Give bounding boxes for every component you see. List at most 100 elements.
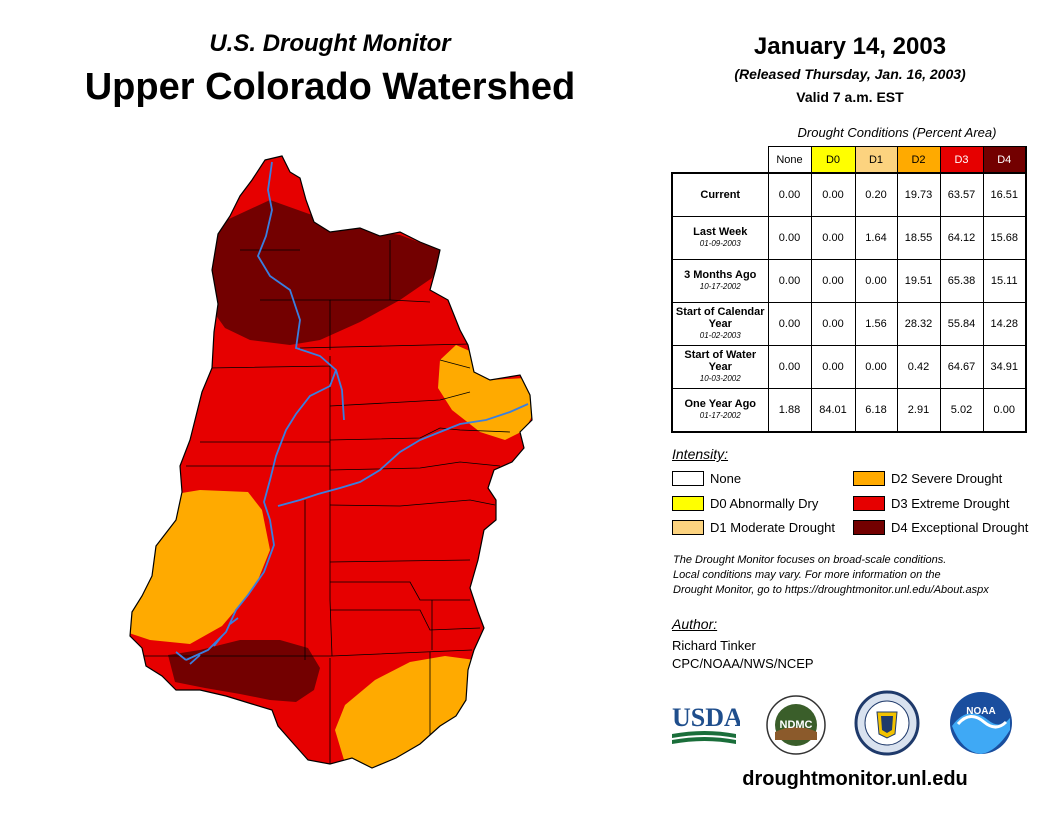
row-label: 3 Months Ago 10-17-2002: [671, 259, 769, 303]
table-cell: 18.55: [896, 216, 941, 260]
legend-label: D2 Severe Drought: [891, 471, 1003, 486]
legend-swatch: [853, 520, 885, 535]
county-lines: [140, 240, 511, 764]
table-cell: 1.64: [854, 216, 898, 260]
column-header-d1: D1: [854, 146, 898, 174]
table-corner: [672, 147, 768, 174]
table-cell: 15.11: [982, 259, 1027, 303]
row-label-text: Start of Water Year: [684, 349, 757, 373]
table-caption: Drought Conditions (Percent Area): [797, 125, 997, 140]
table-row: Last Week 01-09-2003 0.00 0.00 1.64 18.55 64.1…: [671, 216, 1027, 260]
row-label: Current: [671, 172, 769, 217]
table-row: One Year Ago 01-17-2002 1.88 84.01 6.18 2.91 5…: [671, 388, 1027, 433]
table-cell: 0.00: [810, 216, 856, 260]
table-cell: 19.51: [896, 259, 941, 303]
note-line: Drought Monitor, go to https://droughtmo…: [673, 584, 989, 596]
table-cell: 16.51: [982, 172, 1027, 217]
legend-swatch: [672, 471, 704, 486]
table-cell: 84.01: [810, 388, 856, 433]
d4-southwest-area: [168, 640, 320, 702]
valid-time: Valid 7 a.m. EST: [796, 89, 904, 105]
svg-text:NOAA: NOAA: [966, 706, 995, 717]
table-cell: 14.28: [982, 302, 1027, 346]
row-date: 01-09-2003: [699, 239, 741, 248]
noaa-logo: NOAA: [950, 692, 1012, 754]
table-cell: 0.00: [810, 345, 856, 389]
table-cell: 0.00: [810, 259, 856, 303]
table-cell: 0.00: [810, 302, 856, 346]
table-cell: 34.91: [982, 345, 1027, 389]
basin-outline: [129, 155, 533, 769]
table-cell: 6.18: [854, 388, 898, 433]
author-title: Author:: [672, 616, 718, 632]
legend-title: Intensity:: [672, 446, 729, 462]
svg-text:USDA: USDA: [672, 703, 740, 732]
table-cell: 64.67: [939, 345, 984, 389]
table-cell: 0.00: [982, 388, 1027, 433]
legend-label: None: [710, 471, 742, 486]
legend-label: D1 Moderate Drought: [710, 520, 836, 535]
row-label: One Year Ago 01-17-2002: [671, 388, 769, 433]
table-cell: 65.38: [939, 259, 984, 303]
legend-swatch: [853, 471, 885, 486]
author-organization: CPC/NOAA/NWS/NCEP: [672, 656, 814, 671]
table-cell: 1.56: [854, 302, 898, 346]
usda-logo: USDA: [672, 703, 740, 744]
table-cell: 0.42: [896, 345, 941, 389]
row-label-text: Last Week: [693, 226, 748, 238]
column-header-d0: D0: [810, 146, 856, 174]
legend-label: D3 Extreme Drought: [891, 496, 1010, 511]
table-cell: 2.91: [896, 388, 941, 433]
ndmc-logo: NDMC: [766, 695, 826, 755]
legend-label: D4 Exceptional Drought: [891, 520, 1029, 535]
table-cell: 64.12: [939, 216, 984, 260]
table-cell: 1.88: [767, 388, 812, 433]
row-date: 01-02-2003: [699, 331, 741, 340]
row-label: Start of Water Year 10-03-2002: [671, 345, 769, 389]
legend-swatch: [853, 496, 885, 511]
table-row: Start of Water Year 10-03-2002 0.00 0.00 0.0…: [671, 345, 1027, 389]
row-label-text: Start of Calendar Year: [675, 306, 765, 330]
table-cell: 5.02: [939, 388, 984, 433]
row-label-text: 3 Months Ago: [684, 269, 757, 281]
column-header-d3: D3: [939, 146, 984, 174]
table-cell: 0.00: [767, 345, 812, 389]
table-cell: 0.00: [854, 259, 898, 303]
map-title: Upper Colorado Watershed: [84, 66, 576, 108]
author-name: Richard Tinker: [672, 638, 756, 653]
row-label-text: One Year Ago: [684, 398, 757, 410]
release-date: (Released Thursday, Jan. 16, 2003): [734, 66, 966, 82]
column-header-d2: D2: [896, 146, 941, 174]
column-header-d4: D4: [982, 146, 1027, 174]
row-label: Last Week 01-09-2003: [671, 216, 769, 260]
table-cell: 0.20: [854, 172, 898, 217]
column-header-none: None: [767, 146, 812, 174]
table-cell: 0.00: [810, 172, 856, 217]
row-label-text: Current: [700, 189, 741, 201]
note-line: Local conditions may vary. For more info…: [673, 569, 941, 581]
map-subtitle: U.S. Drought Monitor: [209, 30, 451, 57]
table-row: Current 0.00 0.00 0.20 19.73 63.57 16.51: [671, 172, 1027, 217]
table-row: 3 Months Ago 10-17-2002 0.00 0.00 0.00 19.51 6…: [671, 259, 1027, 303]
table-cell: 0.00: [767, 216, 812, 260]
table-cell: 15.68: [982, 216, 1027, 260]
website-url[interactable]: droughtmonitor.unl.edu: [742, 768, 968, 790]
table-cell: 0.00: [767, 259, 812, 303]
legend-swatch: [672, 520, 704, 535]
disclaimer-note: The Drought Monitor focuses on broad-sca…: [673, 553, 1043, 598]
d2-east-area: [438, 345, 532, 440]
table-cell: 63.57: [939, 172, 984, 217]
legend-label: D0 Abnormally Dry: [710, 496, 819, 511]
row-label: Start of Calendar Year 01-02-2003: [671, 302, 769, 346]
row-date: 10-17-2002: [699, 282, 741, 291]
note-line: The Drought Monitor focuses on broad-sca…: [673, 554, 947, 566]
table-cell: 0.00: [854, 345, 898, 389]
row-date: 01-17-2002: [699, 411, 741, 420]
svg-text:NDMC: NDMC: [780, 719, 813, 731]
commerce-seal-logo: [854, 690, 920, 756]
drought-conditions-table: None D0 D1 D2 D3 D4 Current 0.00 0.00 0.20 19.73 63…: [671, 146, 1027, 433]
row-date: 10-03-2002: [699, 374, 741, 383]
table-cell: 19.73: [896, 172, 941, 217]
legend-swatch: [672, 496, 704, 511]
watershed-map: [129, 155, 533, 769]
